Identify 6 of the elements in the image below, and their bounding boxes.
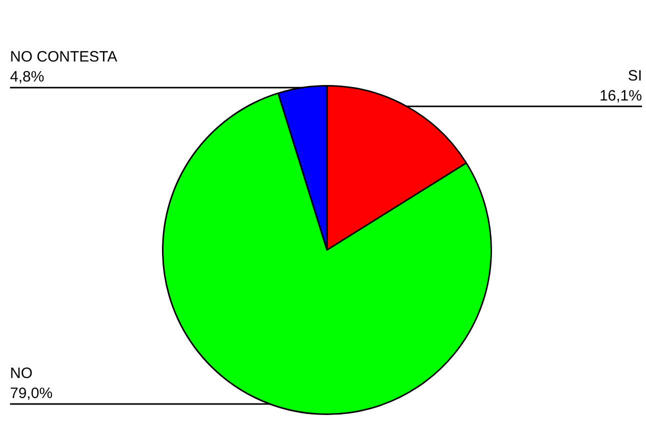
data-label: 16,1% bbox=[599, 87, 642, 104]
slice-label: NO bbox=[10, 364, 32, 382]
slice-label: SI bbox=[628, 67, 642, 84]
data-label: 79,0% bbox=[10, 384, 53, 402]
slice-label: NO CONTESTA bbox=[10, 48, 118, 66]
data-label: 4,8% bbox=[10, 68, 44, 86]
